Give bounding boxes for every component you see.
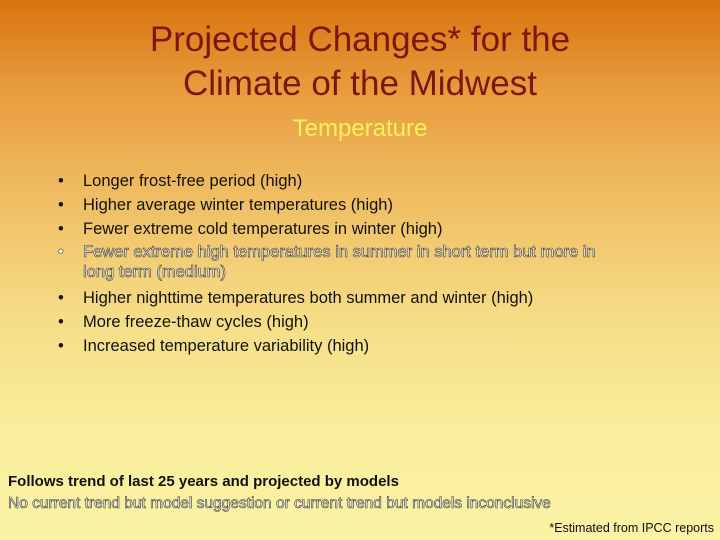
bullet-item: • Increased temperature variability (high… bbox=[58, 335, 618, 358]
source-note: *Estimated from IPCC reports bbox=[549, 521, 714, 535]
bullet-text: Longer frost-free period (high) bbox=[83, 172, 303, 190]
bullet-text: Increased temperature variability (high) bbox=[83, 337, 370, 355]
bullet-text: Fewer extreme high temperatures in summe… bbox=[83, 243, 596, 282]
bullet-marker: • bbox=[58, 196, 64, 214]
bullet-marker: • bbox=[58, 243, 64, 262]
title-line-2: Climate of the Midwest bbox=[182, 64, 538, 103]
bullet-text: Fewer extreme cold temperatures in winte… bbox=[83, 220, 443, 238]
bullet-item: • Longer frost-free period (high) bbox=[58, 170, 618, 193]
bullet-item: • Higher average winter temperatures (hig… bbox=[58, 194, 618, 217]
bullet-text: Higher nighttime temperatures both summe… bbox=[83, 289, 534, 307]
bullet-marker: • bbox=[58, 289, 64, 307]
legend-solid-text: Follows trend of last 25 years and proje… bbox=[8, 473, 399, 490]
slide-title: Projected Changes* for the Climate of th… bbox=[0, 18, 720, 106]
slide-subtitle: Temperature bbox=[292, 115, 428, 142]
bullet-marker: • bbox=[58, 172, 64, 190]
bullet-marker: • bbox=[58, 220, 64, 238]
bullet-item: • Fewer extreme cold temperatures in wint… bbox=[58, 218, 618, 241]
bullet-item-outlined: • Fewer extreme high temperatures in summ… bbox=[58, 242, 618, 282]
bullet-text: Higher average winter temperatures (high… bbox=[83, 196, 393, 214]
bullet-item: • More freeze-thaw cycles (high) bbox=[58, 311, 618, 334]
bullet-item: • Higher nighttime temperatures both summ… bbox=[58, 287, 618, 310]
legend-outlined-text: No current trend but model suggestion or… bbox=[8, 495, 551, 513]
bullet-text: More freeze-thaw cycles (high) bbox=[83, 313, 309, 331]
bullet-marker: • bbox=[58, 313, 64, 331]
bullet-list: • Longer frost-free period (high) • Higher… bbox=[58, 170, 618, 359]
bullet-marker: • bbox=[58, 337, 64, 355]
title-line-1: Projected Changes* for the bbox=[149, 20, 571, 59]
